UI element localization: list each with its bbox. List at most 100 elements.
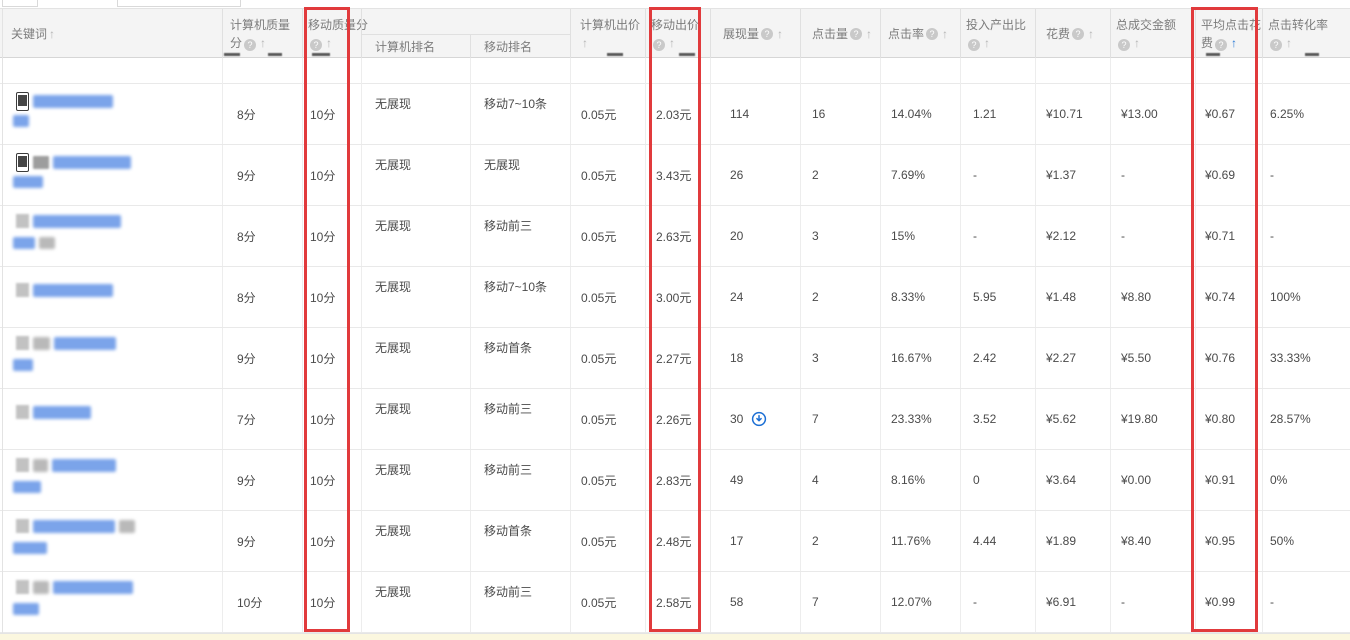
cell-value: 10分 xyxy=(310,534,336,549)
keyword-link[interactable] xyxy=(16,92,113,111)
cell-value: 7.69% xyxy=(891,168,926,182)
cell-gmv: ¥8.40 xyxy=(1110,511,1195,571)
column-header-keyword[interactable]: 关键词 ↑ xyxy=(0,9,222,59)
help-icon[interactable]: ? xyxy=(1270,39,1282,51)
cell-value: ¥0.76 xyxy=(1205,351,1236,365)
column-header-label: 总成交金额 xyxy=(1116,18,1177,32)
column-header-cpc[interactable]: 平均点击花费? ↑ xyxy=(1195,9,1262,59)
help-icon[interactable]: ? xyxy=(1215,39,1228,51)
column-header-impressions[interactable]: 展现量? ↑ xyxy=(710,9,800,59)
cell-value: ¥0.80 xyxy=(1205,412,1236,426)
column-header-cost[interactable]: 花费? ↑ xyxy=(1035,9,1110,59)
keyword-link[interactable] xyxy=(16,580,133,594)
cell-mobile-bid: 3.00元 xyxy=(645,267,710,327)
keyword-link-line2[interactable] xyxy=(13,542,47,554)
help-icon[interactable]: ? xyxy=(850,28,863,40)
cell-value: 8分 xyxy=(237,229,256,244)
cell-keyword xyxy=(0,511,222,571)
column-header-clicks[interactable]: 点击量? ↑ xyxy=(800,9,880,59)
column-header-label-line2: ? ↑ xyxy=(1116,34,1195,52)
keyword-link[interactable] xyxy=(16,336,116,350)
sort-up-icon[interactable]: ↑ xyxy=(1286,36,1292,50)
cell-keyword xyxy=(0,84,222,144)
sort-up-icon[interactable]: ↑ xyxy=(1134,36,1140,50)
redacted-keyword-text xyxy=(13,115,29,127)
cell-value: ¥8.80 xyxy=(1121,290,1152,304)
cell-impressions: 58 xyxy=(710,572,800,632)
cell-value: 0% xyxy=(1270,473,1288,487)
help-icon[interactable]: ? xyxy=(968,39,980,51)
help-icon[interactable]: ? xyxy=(761,28,774,40)
cell-value: ¥1.89 xyxy=(1046,534,1077,548)
cell-impressions: 49 xyxy=(710,450,800,510)
cell-pc-bid: 0.05元 xyxy=(570,206,645,266)
cell-pc-quality: 9分 xyxy=(222,145,302,205)
keyword-link[interactable] xyxy=(16,458,116,472)
keyword-link-line2[interactable] xyxy=(13,359,33,371)
help-icon[interactable]: ? xyxy=(244,39,257,51)
help-icon[interactable]: ? xyxy=(926,28,939,40)
column-header-label-line2: ? ↑ xyxy=(651,34,710,52)
help-icon[interactable]: ? xyxy=(310,39,322,51)
sort-up-icon[interactable]: ↑ xyxy=(942,27,949,41)
help-icon[interactable]: ? xyxy=(1072,28,1085,40)
sort-up-icon[interactable]: ↑ xyxy=(49,27,56,41)
column-divider xyxy=(470,58,471,633)
cell-value: 10分 xyxy=(310,229,336,244)
keyword-link[interactable] xyxy=(16,153,131,172)
column-header-roi[interactable]: 投入产出比? ↑ xyxy=(960,9,1035,59)
column-header-gmv[interactable]: 总成交金额? ↑ xyxy=(1110,9,1195,59)
keyword-link[interactable] xyxy=(16,405,91,419)
column-divider xyxy=(880,58,881,633)
sort-up-icon[interactable]: ↑ xyxy=(984,36,990,50)
cell-value: 23.33% xyxy=(891,412,932,426)
sort-up-icon[interactable]: ↑ xyxy=(326,36,332,50)
cell-value: 无展现 xyxy=(375,280,412,294)
sort-up-icon[interactable]: ↑ xyxy=(1231,36,1238,50)
cell-value: 无展现 xyxy=(375,585,412,599)
cell-value: 9分 xyxy=(237,473,256,488)
cell-cost: ¥2.27 xyxy=(1035,328,1110,388)
keyword-link-line2[interactable] xyxy=(13,481,41,493)
sort-up-icon[interactable]: ↑ xyxy=(1088,27,1095,41)
keyword-link[interactable] xyxy=(16,214,121,228)
cell-keyword xyxy=(0,206,222,266)
cell-value: 无展现 xyxy=(375,341,412,355)
cell-pc-rank: 无展现 xyxy=(361,572,470,632)
help-icon[interactable]: ? xyxy=(1118,39,1130,51)
keyword-link-line2[interactable] xyxy=(13,176,43,188)
column-header-mobile-quality[interactable]: 移动质量分? ↑ xyxy=(302,9,368,59)
cell-clicks: 2 xyxy=(800,145,880,205)
cell-value: 10分 xyxy=(310,412,336,427)
column-header-pc-bid[interactable]: 计算机出价 ↑ xyxy=(570,9,645,59)
column-header-cvr[interactable]: 点击转化率? ↑ xyxy=(1262,9,1350,59)
cell-value: 18 xyxy=(730,351,744,365)
cell-roi: - xyxy=(960,145,1035,205)
sort-up-icon[interactable]: ↑ xyxy=(777,27,784,41)
help-icon[interactable]: ? xyxy=(653,39,665,51)
cell-cvr: - xyxy=(1262,206,1350,266)
column-header-mobile-rank[interactable]: 移动排名 xyxy=(470,34,570,59)
column-header-ctr[interactable]: 点击率? ↑ xyxy=(880,9,960,59)
column-header-mobile-bid[interactable]: 移动出价? ↑ xyxy=(645,9,710,59)
sort-up-icon[interactable]: ↑ xyxy=(669,36,675,50)
column-divider xyxy=(570,58,571,633)
redacted-keyword-text xyxy=(13,481,41,493)
sort-up-icon[interactable]: ↑ xyxy=(260,36,267,50)
keyword-link-line2[interactable] xyxy=(13,115,29,127)
column-header-label-line2: 费? ↑ xyxy=(1201,34,1262,52)
keyword-link[interactable] xyxy=(16,283,113,297)
table-row: 7分 10分 无展现 移动前三 0.05元 2.26元 30 7 23.33% 3.52 ¥5.62… xyxy=(0,389,1350,450)
cell-value: 33.33% xyxy=(1270,351,1311,365)
keyword-link-line2[interactable] xyxy=(13,237,55,249)
sort-up-icon[interactable]: ↑ xyxy=(582,36,588,50)
sort-up-icon[interactable]: ↑ xyxy=(866,27,873,41)
column-header-pc-quality[interactable]: 计算机质量分? ↑ xyxy=(222,9,302,59)
cell-value: 3 xyxy=(812,229,819,243)
column-header-pc-rank[interactable]: 计算机排名 xyxy=(361,34,470,59)
keyword-link[interactable] xyxy=(16,519,135,533)
down-arrow-circle-icon[interactable] xyxy=(751,411,767,427)
keyword-link-line2[interactable] xyxy=(13,603,39,615)
cell-value: ¥10.71 xyxy=(1046,107,1083,121)
column-divider xyxy=(361,58,362,633)
